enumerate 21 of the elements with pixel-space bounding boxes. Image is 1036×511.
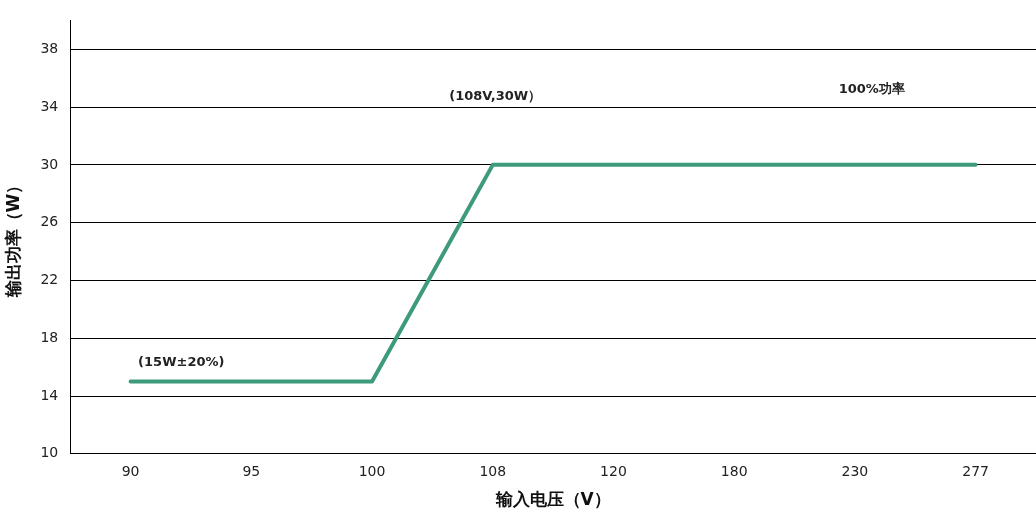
x-tick-label: 120 [600, 462, 627, 479]
y-tick-label: 18 [40, 328, 59, 345]
y-tick-label: 26 [40, 213, 59, 230]
annotation: (108V,30W） [449, 87, 542, 103]
y-tick-label: 22 [40, 271, 59, 288]
x-tick-label: 277 [962, 462, 990, 479]
y-tick-label: 10 [40, 444, 59, 461]
x-tick-label: 108 [479, 462, 507, 479]
annotation: 100%功率 [838, 81, 905, 97]
x-axis-title: 输入电压（V） [494, 489, 611, 510]
x-tick-label: 180 [720, 462, 748, 479]
x-tick-label: 90 [121, 462, 140, 479]
y-tick-label: 14 [40, 386, 59, 403]
y-tick-label: 38 [40, 39, 59, 56]
annotation: (15W±20%) [138, 354, 225, 370]
x-tick-label: 100 [358, 462, 386, 479]
y-tick-label: 34 [40, 97, 59, 114]
y-axis-title: 输出功率（W） [2, 176, 23, 299]
x-tick-label: 95 [242, 462, 261, 479]
y-tick-label: 30 [40, 155, 59, 172]
x-tick-label: 230 [841, 462, 869, 479]
